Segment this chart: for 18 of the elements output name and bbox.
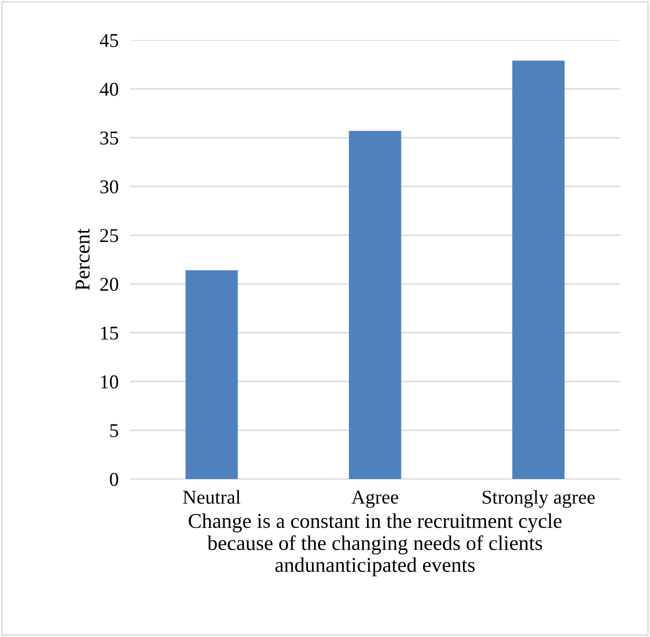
bar <box>348 130 402 480</box>
y-tick-label: 0 <box>110 472 118 486</box>
y-tick-label: 5 <box>110 424 118 438</box>
y-tick-label: 25 <box>100 229 118 242</box>
y-axis-title: Percent <box>76 228 90 290</box>
x-tick-label: Neutral <box>183 490 240 504</box>
y-tick-label: 30 <box>100 180 118 194</box>
bar <box>512 60 565 480</box>
x-axis-title: Change is a constant in the recruitment cycle because of the changing needs of clients andunanticipated events <box>188 513 562 576</box>
y-tick-label: 10 <box>101 375 118 388</box>
x-tick-label: Agree <box>351 490 398 508</box>
y-tick-label: 20 <box>100 278 118 291</box>
x-tick-label: Strongly agree <box>482 490 595 508</box>
y-tick-label: 35 <box>100 132 118 145</box>
bar <box>186 270 238 480</box>
y-tick-label: 15 <box>101 326 118 340</box>
y-tick-label: 40 <box>100 82 118 96</box>
y-tick-label: 45 <box>100 34 118 48</box>
